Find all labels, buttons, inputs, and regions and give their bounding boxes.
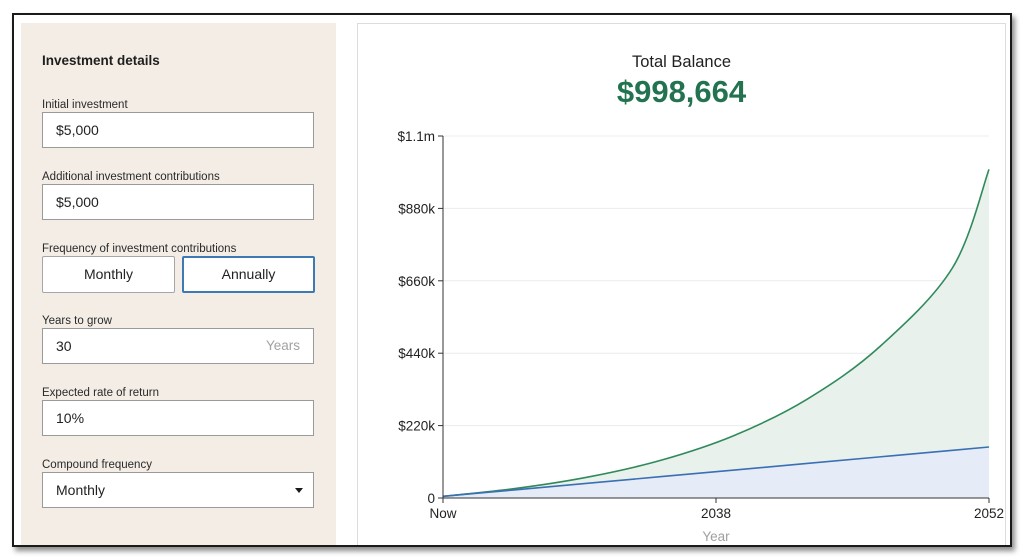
panel-title: Investment details — [42, 53, 160, 68]
y-tick-label: $880k — [398, 201, 435, 216]
additional-contributions-label: Additional investment contributions — [42, 171, 220, 183]
y-tick-label: $220k — [398, 419, 435, 434]
total-balance-label: Total Balance — [631, 53, 732, 71]
compound-value: Monthly — [56, 482, 106, 498]
years-input[interactable]: 30 Years — [42, 328, 314, 364]
compound-frequency-select[interactable]: Monthly — [42, 472, 314, 508]
rate-input[interactable]: 10% — [42, 400, 314, 436]
chart-axes — [438, 135, 990, 503]
chart-areas — [443, 169, 989, 498]
y-tick-label: $660k — [398, 274, 435, 289]
compound-label: Compound frequency — [42, 459, 152, 471]
y-tick-label: $440k — [398, 346, 435, 361]
balance-area — [443, 169, 989, 498]
initial-investment-input[interactable]: $5,000 — [42, 112, 314, 148]
y-tick-label: 0 — [427, 491, 435, 506]
x-tick-label: 2052 — [974, 506, 1004, 521]
years-label: Years to grow — [42, 315, 112, 327]
frequency-label: Frequency of investment contributions — [42, 243, 237, 255]
rate-value: 10% — [56, 410, 85, 426]
years-value: 30 — [56, 338, 72, 354]
chart-card: Total Balance $998,664 0 $220k $440k $660k $… — [357, 23, 1006, 545]
frequency-monthly-button[interactable]: Monthly — [42, 256, 175, 293]
additional-contributions-value: $5,000 — [56, 194, 99, 210]
balance-chart: 0 $220k $440k $660k $880k $1.1m Now 2038 2052 Yea… — [397, 129, 1004, 544]
x-tick-label: Now — [429, 506, 456, 521]
initial-investment-value: $5,000 — [56, 122, 99, 138]
x-tick-label: 2038 — [701, 506, 731, 521]
additional-contributions-input[interactable]: $5,000 — [42, 184, 314, 220]
investment-details-panel: Investment details Initial investment $5… — [21, 23, 336, 545]
app-window: Investment details Initial investment $5… — [12, 13, 1012, 547]
frequency-annually-button[interactable]: Annually — [182, 256, 315, 293]
contribution-line — [442, 446, 990, 498]
balance-line — [442, 169, 990, 498]
chevron-down-icon — [295, 488, 303, 493]
x-axis-title: Year — [702, 529, 730, 544]
initial-investment-label: Initial investment — [42, 99, 128, 111]
chart-lines — [442, 169, 990, 498]
years-suffix: Years — [265, 338, 300, 353]
rate-label: Expected rate of return — [42, 387, 159, 399]
total-balance-value: $998,664 — [616, 74, 747, 109]
y-tick-label: $1.1m — [397, 129, 435, 144]
chart-labels: 0 $220k $440k $660k $880k $1.1m Now 2038 2052 Yea… — [397, 129, 1004, 544]
